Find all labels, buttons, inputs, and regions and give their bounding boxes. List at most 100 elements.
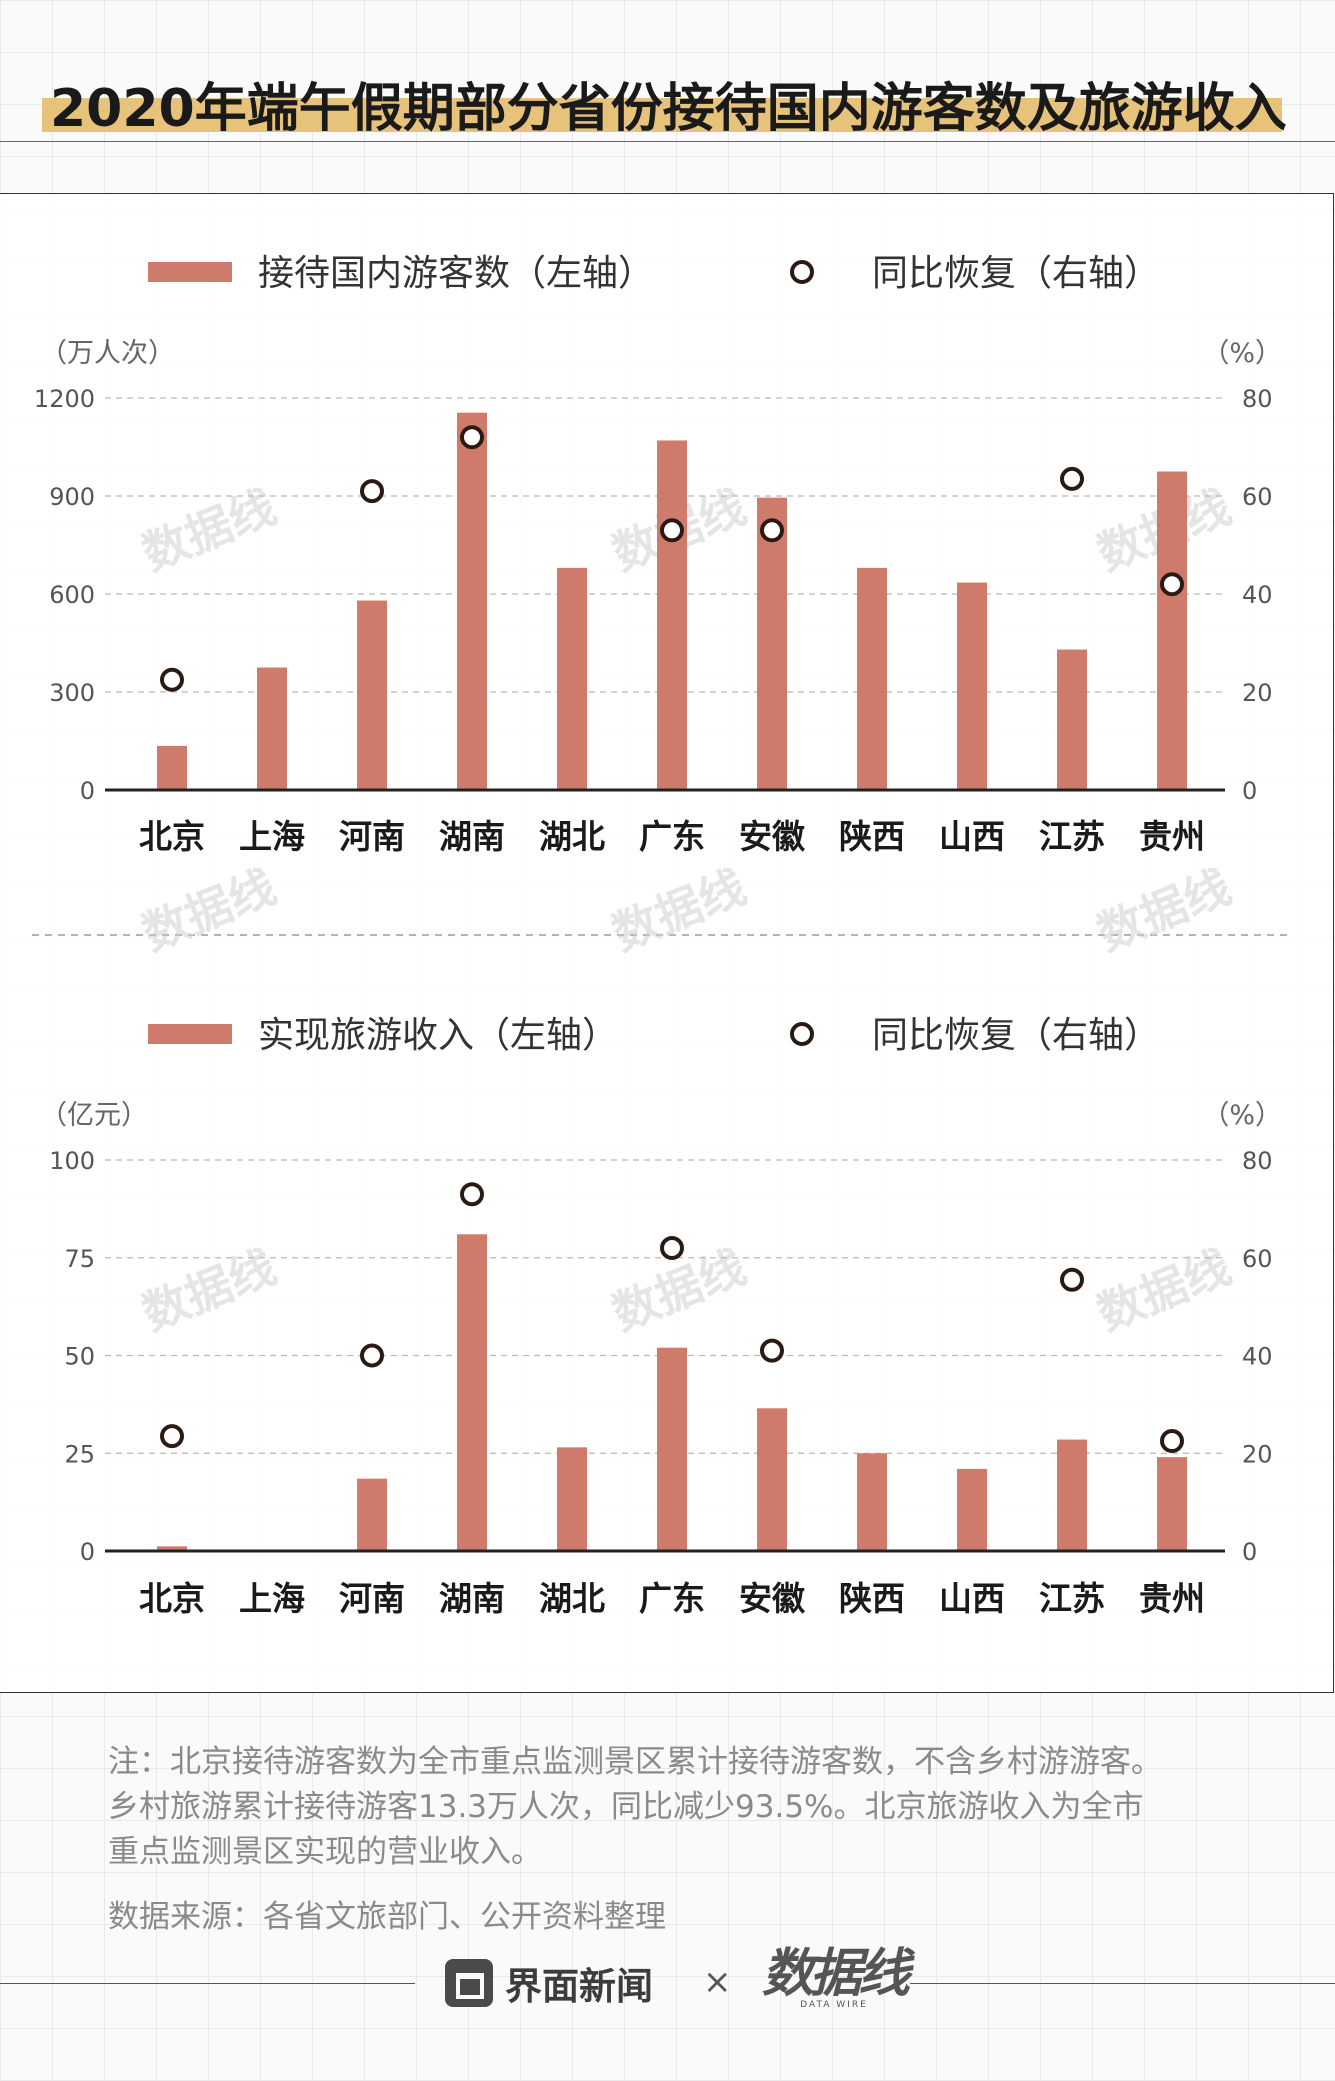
- left-axis-unit-1: （万人次）: [40, 338, 175, 369]
- legend-point-label-1: 同比恢复（右轴）: [872, 253, 1160, 294]
- right-tick-1: 0: [1242, 777, 1257, 805]
- bar-2-山西: [957, 1468, 987, 1551]
- bar-2-广东: [657, 1347, 687, 1551]
- watermark: 数据线: [135, 859, 283, 961]
- footer-rule-right: [910, 1983, 1335, 1984]
- title-rule: [0, 141, 1335, 142]
- bar-1-河南: [357, 600, 387, 790]
- point-2-贵州: [1160, 1429, 1184, 1454]
- category-label-1: 广东: [639, 817, 705, 856]
- category-label-1: 山西: [939, 817, 1005, 856]
- bar-2-江苏: [1057, 1439, 1087, 1551]
- category-label-2: 山西: [939, 1579, 1005, 1618]
- bar-1-湖南: [457, 412, 487, 790]
- right-tick-2: 40: [1242, 1343, 1273, 1371]
- bar-2-北京: [157, 1546, 187, 1551]
- category-label-1: 北京: [139, 817, 205, 856]
- category-label-2: 安徽: [739, 1579, 806, 1618]
- category-label-2: 上海: [239, 1579, 305, 1618]
- point-2-广东: [660, 1235, 684, 1260]
- bar-2-湖北: [557, 1447, 587, 1551]
- bar-1-上海: [257, 667, 287, 790]
- legend-bar-label-2: 实现旅游收入（左轴）: [258, 1015, 618, 1056]
- page-title: 2020年端午假期部分省份接待国内游客数及旅游收入: [50, 79, 1287, 139]
- left-tick-1: 600: [49, 581, 95, 609]
- data-source: 数据来源：各省文旅部门、公开资料整理: [108, 1899, 666, 1935]
- category-label-1: 上海: [239, 817, 305, 856]
- collab-cross: ×: [703, 1962, 732, 2002]
- bar-1-山西: [957, 582, 987, 790]
- datawire-logo: 数据线 DATA WIRE: [762, 1944, 910, 2010]
- footnote: 注：北京接待游客数为全市重点监测景区累计接待游客数，不含乡村游游客。 乡村旅游累…: [108, 1740, 1308, 1875]
- watermark: 数据线: [135, 1239, 283, 1341]
- datawire-sub: DATA WIRE: [800, 2000, 868, 2010]
- right-tick-1: 20: [1242, 679, 1273, 707]
- category-label-2: 江苏: [1039, 1579, 1105, 1618]
- bar-2-湖南: [457, 1234, 487, 1551]
- left-tick-1: 1200: [34, 385, 95, 413]
- left-tick-1: 900: [49, 483, 95, 511]
- category-label-2: 湖南: [439, 1579, 505, 1618]
- point-2-河南: [360, 1343, 384, 1368]
- point-2-北京: [160, 1424, 184, 1449]
- category-label-2: 湖北: [539, 1579, 605, 1618]
- bar-1-陕西: [857, 567, 887, 790]
- category-label-1: 陕西: [839, 817, 905, 856]
- category-label-1: 贵州: [1139, 817, 1205, 856]
- left-tick-2: 25: [64, 1440, 95, 1468]
- footnote-line-2: 乡村旅游累计接待游客13.3万人次，同比减少93.5%。北京旅游收入为全市: [108, 1789, 1144, 1825]
- point-1-广东: [660, 518, 684, 543]
- bar-1-贵州: [1157, 471, 1187, 790]
- point-2-江苏: [1060, 1267, 1084, 1292]
- right-tick-2: 20: [1242, 1440, 1273, 1468]
- category-label-1: 安徽: [739, 817, 806, 856]
- category-label-2: 贵州: [1139, 1579, 1205, 1618]
- left-tick-2: 100: [49, 1147, 95, 1175]
- category-label-1: 湖北: [539, 817, 605, 856]
- category-label-2: 北京: [139, 1579, 205, 1618]
- legend-bar-swatch-2: [148, 1024, 232, 1044]
- right-axis-unit-1: （%）: [1202, 338, 1282, 369]
- left-tick-2: 75: [64, 1245, 95, 1273]
- category-label-1: 河南: [339, 817, 405, 856]
- bar-2-贵州: [1157, 1457, 1187, 1551]
- bar-1-安徽: [757, 497, 787, 790]
- right-axis-unit-2: （%）: [1202, 1100, 1282, 1131]
- legend-point-marker-2: [790, 1022, 814, 1046]
- bar-1-广东: [657, 440, 687, 790]
- footnote-line-3: 重点监测景区实现的营业收入。: [108, 1834, 542, 1870]
- right-tick-2: 60: [1242, 1245, 1273, 1273]
- point-1-贵州: [1160, 572, 1184, 597]
- bar-2-安徽: [757, 1408, 787, 1551]
- category-label-2: 河南: [339, 1579, 405, 1618]
- point-1-北京: [160, 667, 184, 692]
- right-tick-2: 80: [1242, 1147, 1273, 1175]
- point-2-湖南: [460, 1182, 484, 1207]
- legend-bar-swatch-1: [148, 262, 232, 282]
- point-1-江苏: [1060, 466, 1084, 491]
- footnote-line-1: 注：北京接待游客数为全市重点监测景区累计接待游客数，不含乡村游游客。: [108, 1744, 1162, 1780]
- bar-2-陕西: [857, 1453, 887, 1551]
- category-label-1: 湖南: [439, 817, 505, 856]
- datawire-mark: 数据线: [762, 1944, 910, 2004]
- watermark: 数据线: [605, 859, 753, 961]
- watermark: 数据线: [1090, 859, 1238, 961]
- right-tick-1: 80: [1242, 385, 1273, 413]
- bar-1-江苏: [1057, 649, 1087, 790]
- legend-point-marker-1: [790, 260, 814, 284]
- left-tick-1: 300: [49, 679, 95, 707]
- jiemian-logo: 界面新闻: [445, 1953, 653, 2013]
- bar-1-北京: [157, 745, 187, 790]
- left-tick-2: 0: [80, 1538, 95, 1566]
- point-1-湖南: [460, 425, 484, 450]
- category-label-1: 江苏: [1039, 817, 1105, 856]
- bar-2-河南: [357, 1478, 387, 1551]
- right-tick-1: 60: [1242, 483, 1273, 511]
- jiemian-brand-name: 界面新闻: [505, 1965, 653, 2008]
- point-1-河南: [360, 479, 384, 504]
- point-1-安徽: [760, 518, 784, 543]
- left-tick-2: 50: [64, 1343, 95, 1371]
- left-tick-1: 0: [80, 777, 95, 805]
- bar-1-湖北: [557, 567, 587, 790]
- left-axis-unit-2: （亿元）: [40, 1100, 148, 1131]
